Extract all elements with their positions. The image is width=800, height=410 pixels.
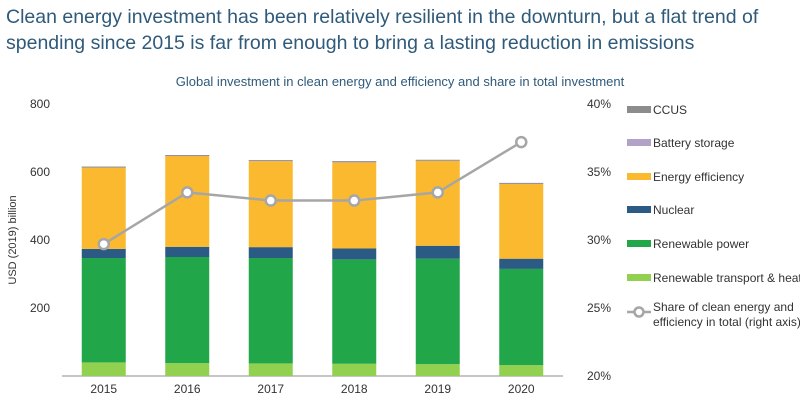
bar-segment	[248, 160, 293, 161]
bar-segment	[499, 365, 544, 376]
y-tick-label: 800	[30, 97, 50, 111]
bar-segment	[415, 364, 460, 376]
legend-marker	[633, 306, 645, 318]
legend-swatch	[627, 274, 651, 281]
bar-segment	[499, 268, 544, 366]
bar-segment	[332, 363, 377, 376]
bar-segment	[165, 246, 210, 257]
bar-segment	[81, 167, 126, 249]
bar-segment	[81, 248, 126, 259]
legend-label: Renewable transport & heat	[653, 271, 800, 285]
legend-label: Energy efficiency	[653, 170, 744, 184]
legend-label: Nuclear	[653, 203, 694, 217]
bar-segment	[81, 362, 126, 376]
y-axis-label: USD (2019) billion	[7, 195, 19, 284]
x-tick-label: 2018	[341, 382, 368, 396]
share-point	[264, 194, 277, 207]
share-point	[181, 186, 194, 199]
x-tick-label: 2020	[508, 382, 535, 396]
x-tick-label: 2016	[174, 382, 201, 396]
bar-segment	[248, 363, 293, 376]
stacked-bars	[81, 155, 544, 376]
legend-swatch	[627, 173, 651, 180]
share-point	[348, 194, 361, 207]
x-tick-label: 2019	[424, 382, 451, 396]
bar-segment	[332, 248, 377, 260]
legend-swatch	[627, 139, 651, 146]
bar-segment	[499, 183, 544, 259]
legend-label: CCUS	[653, 103, 687, 117]
x-axis-ticks: 2015 2016 2017 2018 2019 2020	[90, 382, 535, 396]
bar-segment	[499, 258, 544, 269]
bar-segment	[499, 182, 544, 184]
share-line-path	[103, 141, 522, 246]
bar-segment	[81, 258, 126, 363]
share-line	[97, 135, 528, 251]
y2-tick-label: 25%	[587, 301, 611, 315]
legend-label: Battery storage	[653, 136, 735, 150]
bar-segment	[415, 159, 460, 161]
y2-tick-label: 20%	[587, 369, 611, 383]
x-tick-label: 2017	[257, 382, 284, 396]
bar-segment	[332, 161, 377, 162]
share-point	[97, 237, 110, 251]
legend-swatch	[627, 106, 651, 113]
legend-swatch	[627, 206, 651, 213]
y-tick-label: 600	[30, 165, 50, 179]
y-tick-label: 400	[30, 233, 50, 247]
bar-segment	[415, 245, 460, 259]
y2-tick-label: 35%	[587, 165, 611, 179]
share-point	[431, 186, 444, 199]
bar-segment	[415, 160, 460, 246]
bar-segment	[165, 257, 210, 364]
y-axis-ticks: 200 400 600 800	[30, 97, 50, 315]
bar-segment	[332, 259, 377, 364]
legend: CCUS Battery storage Energy efficiency Nucl…	[627, 103, 800, 329]
share-point	[515, 135, 528, 149]
y-tick-label: 200	[30, 301, 50, 315]
bar-segment	[248, 258, 293, 364]
chart-title: Global investment in clean energy and ef…	[176, 74, 625, 89]
bar-segment	[332, 161, 377, 163]
legend-label: Renewable power	[653, 237, 749, 251]
legend-swatch	[627, 240, 651, 247]
bar-segment	[165, 363, 210, 376]
legend-label: Share of clean energy and efficiency in t…	[653, 300, 800, 329]
headline: Clean energy investment has been relativ…	[6, 6, 759, 54]
y2-tick-label: 30%	[587, 233, 611, 247]
bar-segment	[81, 166, 126, 168]
bar-segment	[248, 247, 293, 259]
bar-segment	[165, 155, 210, 156]
bar-segment	[415, 258, 460, 365]
y2-tick-label: 40%	[587, 97, 611, 111]
x-tick-label: 2015	[90, 382, 117, 396]
y2-axis-ticks: 20% 25% 30% 35% 40%	[587, 97, 611, 383]
